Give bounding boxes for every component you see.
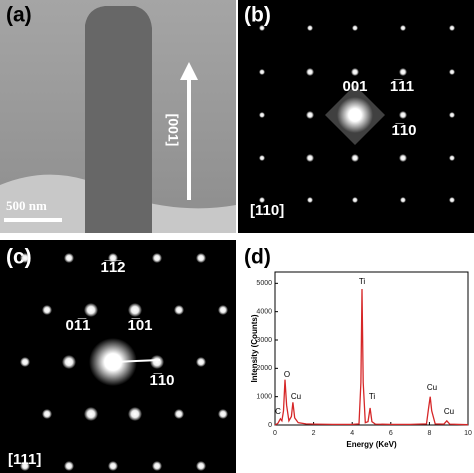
spot [399,68,407,76]
spot-index: 1̅10 [391,122,416,139]
spot [352,25,358,31]
y-tick-label: 0 [268,422,272,429]
plot-frame [274,271,469,426]
spot [306,111,314,119]
streak [112,359,161,363]
x-axis-label: Energy (KeV) [346,440,397,449]
peak-label: Ti [359,277,366,286]
spot [128,303,142,317]
spot [42,305,52,315]
y-tick-label: 3000 [256,337,272,344]
spot [400,197,406,203]
spot [449,25,455,31]
spot [64,253,74,263]
spot [399,154,407,162]
spot [218,409,228,419]
spot-index: 1̅10 [149,372,174,389]
spot [174,409,184,419]
zone-axis: [110] [250,202,284,219]
spot [449,69,455,75]
spot [84,407,98,421]
spot-index: 1̅11 [390,78,414,95]
panel-d: (d) 0 1000 2000 3000 4000 5000 0 2 4 6 8 10 Energy (… [244,246,472,450]
y-axis-label: Intensity (Counts) [250,314,259,382]
zone-axis: [111] [8,451,41,468]
spot [449,112,455,118]
spot [259,197,265,203]
spot [306,68,314,76]
y-tick-label: 4000 [256,309,272,316]
central-beam [337,97,373,133]
spot [259,155,265,161]
spot [351,68,359,76]
direction-label: [001] [165,114,181,147]
spot-index: 1̅1̅2 [100,259,125,276]
spot [259,112,265,118]
spot [20,253,30,263]
spot [307,25,313,31]
nanorod [85,6,152,233]
x-tick-label: 10 [464,430,472,437]
panel-label: (b) [244,4,271,27]
peak-label: C [275,407,281,416]
spot [152,253,162,263]
spot [259,25,265,31]
spot [108,461,118,471]
panel-b: (b) 001 1̅11 1̅10 [110] [238,0,474,233]
spot-index: 001 [342,78,367,95]
x-tick-label: 4 [350,430,354,437]
spot [42,409,52,419]
spot [399,111,407,119]
arrow-head [180,62,198,80]
y-tick-label: 5000 [256,280,272,287]
spectrum-line [274,288,469,426]
panel-c: (c) 1̅1̅2 01̅1 1̅01 1̅10 [111] [0,240,236,473]
spot [62,355,76,369]
y-tick-label: 2000 [256,365,272,372]
spot [307,197,313,203]
peak-label: Cu [444,407,454,416]
spot [259,69,265,75]
peak-label: Cu [291,392,301,401]
spot [196,357,206,367]
panel-a: [001] 500 nm (a) [0,0,236,233]
peak-label: O [284,370,290,379]
spot [449,155,455,161]
spot [108,253,118,263]
spot-index: 01̅1 [65,317,90,334]
panel-label: (a) [6,4,32,27]
y-tick-label: 1000 [256,394,272,401]
spot [84,303,98,317]
scale-bar [4,218,62,222]
peak-label: Ti [369,392,376,401]
spot-index: 1̅01 [127,317,152,334]
spot [20,461,30,471]
spot [449,197,455,203]
x-tick-label: 2 [312,430,316,437]
spot [306,154,314,162]
scale-label: 500 nm [6,198,47,213]
spot [20,357,30,367]
x-tick-label: 8 [427,430,431,437]
spot [400,25,406,31]
spot [352,197,358,203]
spot [218,305,228,315]
spot [64,461,74,471]
spot [351,154,359,162]
spot [174,305,184,315]
spot [150,355,164,369]
spot [196,461,206,471]
spot [128,407,142,421]
spot [196,253,206,263]
x-tick-label: 0 [273,430,277,437]
x-tick-label: 6 [389,430,393,437]
peak-label: Cu [427,383,437,392]
spot [152,461,162,471]
panel-label: (d) [244,246,271,269]
